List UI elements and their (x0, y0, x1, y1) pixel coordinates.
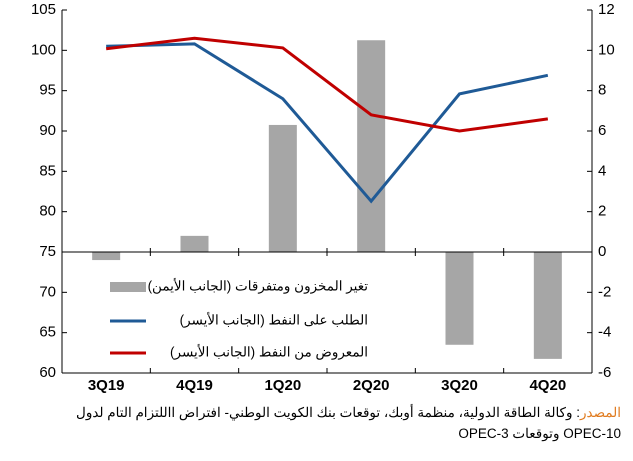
y2-tick-label: 0 (598, 243, 606, 260)
y-tick-label: 100 (31, 41, 56, 58)
y2-tick-label: 12 (598, 1, 615, 18)
y2-tick-label: 10 (598, 41, 615, 58)
y-tick-label: 60 (39, 364, 56, 381)
bar (180, 235, 209, 252)
source-line: OPEC-10 وتوقعات OPEC-3 (458, 426, 621, 441)
bar (268, 124, 297, 252)
x-tick-label: 3Q20 (441, 377, 478, 394)
y-tick-label: 75 (39, 243, 56, 260)
chart: 60 65 70 75 80 85 90 95 100 105 -6 -4 -2 0 2 4 6 8 10 12 3Q1… (31, 1, 615, 394)
y2-tick-label: -2 (598, 283, 611, 300)
bar (92, 252, 121, 261)
bar (445, 252, 474, 345)
y2-tick-label: -6 (598, 364, 611, 381)
bar (357, 40, 386, 252)
legend-swatch (110, 282, 146, 292)
source-line: : وكالة الطاقة الدولية، منظمة أوبك، توقع… (76, 405, 581, 420)
y2-tick-label: 6 (598, 122, 606, 139)
y-tick-label: 70 (39, 283, 56, 300)
source: المصدر: وكالة الطاقة الدولية، منظمة أوبك… (21, 402, 621, 444)
y2-tick-label: 2 (598, 203, 606, 220)
x-tick-label: 4Q20 (529, 377, 566, 394)
y-tick-label: 105 (31, 1, 56, 18)
y-tick-label: 90 (39, 122, 56, 139)
legend-label: تغير المخزون ومتفرقات (الجانب الأيمن) (148, 277, 369, 295)
y-tick-label: 65 (39, 324, 56, 341)
x-tick-label: 2Q20 (353, 377, 390, 394)
bar (533, 252, 562, 359)
y2-tick-label: 4 (598, 162, 606, 179)
x-tick-label: 4Q19 (176, 377, 213, 394)
y-tick-label: 80 (39, 203, 56, 220)
y-tick-label: 85 (39, 162, 56, 179)
line (105, 36, 549, 133)
x-tick-label: 1Q20 (264, 377, 301, 394)
legend-label: المعروض من النفط (الجانب الأيسر) (170, 343, 368, 361)
source-label: المصدر (580, 405, 621, 420)
y-tick-label: 95 (39, 82, 56, 99)
legend-label: الطلب على النفط (الجانب الأيسر) (180, 311, 368, 329)
x-tick-label: 3Q19 (88, 377, 125, 394)
y2-tick-label: -4 (598, 324, 611, 341)
line (106, 42, 549, 204)
y2-tick-label: 8 (598, 82, 606, 99)
